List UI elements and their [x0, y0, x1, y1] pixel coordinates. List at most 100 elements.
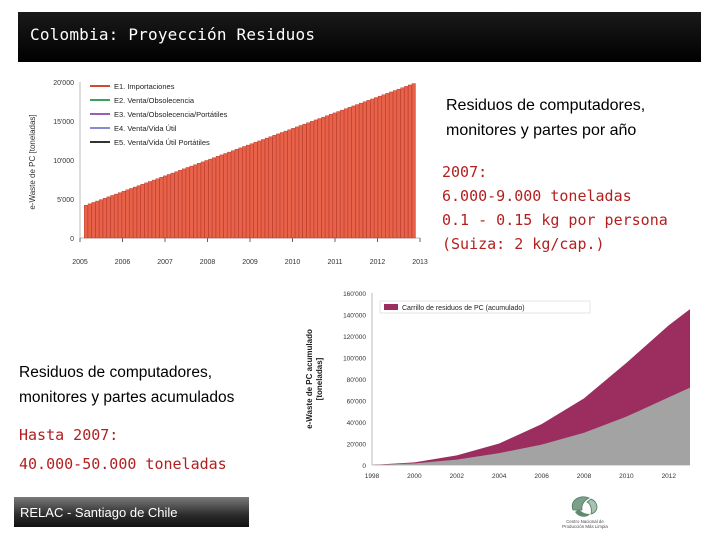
x-tick-label: 2004	[492, 473, 507, 480]
x-tick-label: 2012	[370, 259, 386, 266]
x-tick-label: 2000	[407, 473, 422, 480]
cumulative-description-line1: Residuos de computadores,	[19, 364, 213, 381]
annual-bar	[197, 163, 201, 239]
legend-label: E5. Venta/Vida Útil Portátiles	[114, 138, 210, 147]
y-axis-label-line1: e-Waste de PC acumulado	[305, 329, 314, 429]
annual-bar	[276, 133, 281, 239]
annual-bar	[181, 168, 186, 239]
annual-stats: 2007: 6.000-9.000 toneladas 0.1 - 0.15 k…	[442, 160, 668, 256]
annual-bar	[336, 111, 341, 239]
annual-bar	[159, 177, 164, 239]
annual-bar	[204, 160, 209, 239]
annual-bar	[408, 84, 412, 239]
annual-bar	[125, 189, 130, 239]
legend-label: E2. Venta/Obsolecencia	[114, 96, 195, 105]
annual-ewaste-chart: 0 5'000 10'000 15'000 20'000 2005 2006 2007 2008…	[28, 80, 428, 266]
annual-bar	[366, 100, 371, 239]
annual-bar	[362, 101, 367, 239]
annual-bar	[310, 121, 314, 239]
annual-bar	[170, 172, 175, 239]
annual-bar	[317, 118, 322, 239]
annual-bar	[208, 158, 213, 239]
x-tick-label: 2006	[115, 259, 131, 266]
annual-stats-per-capita: 0.1 - 0.15 kg por persona	[442, 211, 668, 229]
legend-label: E1. Importaciones	[114, 82, 175, 91]
annual-bar	[193, 164, 198, 239]
annual-bar	[178, 170, 183, 239]
cumulative-stats-tons: 40.000-50.000 toneladas	[19, 455, 227, 473]
x-tick-label: 1998	[365, 473, 380, 480]
cnpml-logo: Centro Nacional de Producción Más Limpia	[562, 496, 608, 529]
page-title: Colombia: Proyección Residuos	[30, 25, 316, 44]
annual-bar	[298, 125, 303, 239]
annual-bar	[359, 102, 363, 239]
header-bar: Colombia: Proyección Residuos	[18, 12, 701, 62]
x-tick-label: 2011	[327, 259, 342, 266]
cumulative-stats-until: Hasta 2007:	[19, 426, 119, 444]
y-tick-label: 5'000	[57, 197, 74, 204]
annual-bar	[340, 109, 345, 239]
annual-bar	[287, 129, 292, 239]
footer-text: RELAC - Santiago de Chile	[20, 505, 178, 520]
annual-bar	[291, 128, 296, 239]
annual-bar	[215, 156, 220, 239]
cumulative-area-bottom	[372, 387, 690, 465]
annual-bar	[87, 203, 92, 239]
annual-bar	[166, 174, 171, 239]
annual-bar	[106, 196, 111, 239]
y-tick-label: 160'000	[343, 291, 366, 298]
annual-bar	[396, 88, 401, 239]
annual-bar	[136, 185, 141, 239]
annual-bar	[355, 104, 360, 239]
annual-bar	[174, 171, 179, 239]
x-tick-label: 2012	[662, 473, 677, 480]
annual-bar	[306, 122, 311, 239]
annual-bar	[377, 95, 382, 239]
annual-bar	[272, 135, 277, 239]
svg-text:Producción Más Limpia: Producción Más Limpia	[562, 524, 608, 529]
annual-bar	[257, 140, 262, 239]
x-tick-label: 2006	[534, 473, 549, 480]
y-tick-label: 0	[362, 463, 366, 470]
x-tick-label: 2008	[200, 259, 216, 266]
cumulative-description-line2: monitores y partes acumulados	[19, 389, 235, 406]
cumulative-ewaste-chart: 0 20'000 40'000 60'000 80'000 100'000 120'000 1…	[305, 291, 690, 480]
annual-description: Residuos de computadores, monitores y pa…	[446, 93, 645, 143]
y-tick-label: 80'000	[347, 377, 367, 384]
annual-bar	[321, 116, 326, 239]
annual-bar	[155, 178, 160, 239]
annual-bar	[185, 167, 190, 239]
annual-stats-year: 2007:	[442, 163, 488, 181]
annual-bar	[102, 198, 107, 239]
annual-bar	[404, 86, 409, 239]
annual-bar	[114, 193, 119, 239]
annual-bar	[148, 181, 152, 239]
annual-bar	[279, 132, 284, 239]
y-tick-label: 0	[70, 236, 74, 243]
y-axis-label-line2: [toneladas]	[315, 357, 324, 400]
x-tick-label: 2013	[412, 259, 428, 266]
footer-bar: RELAC - Santiago de Chile	[14, 497, 249, 527]
annual-bar	[189, 165, 194, 239]
x-tick-label: 2010	[619, 473, 634, 480]
annual-bar	[295, 126, 299, 239]
annual-bar	[212, 157, 216, 239]
annual-bar	[313, 119, 318, 239]
x-tick-label: 2008	[577, 473, 592, 480]
annual-bar	[91, 202, 96, 239]
annual-description-line1: Residuos de computadores,	[446, 97, 646, 114]
annual-bar	[99, 199, 103, 239]
cumulative-description: Residuos de computadores, monitores y pa…	[19, 360, 234, 410]
annual-bar	[249, 143, 254, 239]
y-tick-label: 40'000	[347, 420, 367, 427]
annual-bar	[325, 115, 330, 239]
annual-bar	[110, 195, 115, 239]
annual-bar	[234, 149, 239, 239]
legend-label: E3. Venta/Obsolecencia/Portátiles	[114, 110, 228, 119]
annual-bar	[163, 175, 168, 239]
annual-bar	[230, 150, 235, 239]
annual-bar	[268, 136, 273, 239]
legend-box	[379, 300, 591, 314]
annual-bar	[385, 93, 390, 239]
y-tick-label: 20'000	[53, 80, 74, 87]
